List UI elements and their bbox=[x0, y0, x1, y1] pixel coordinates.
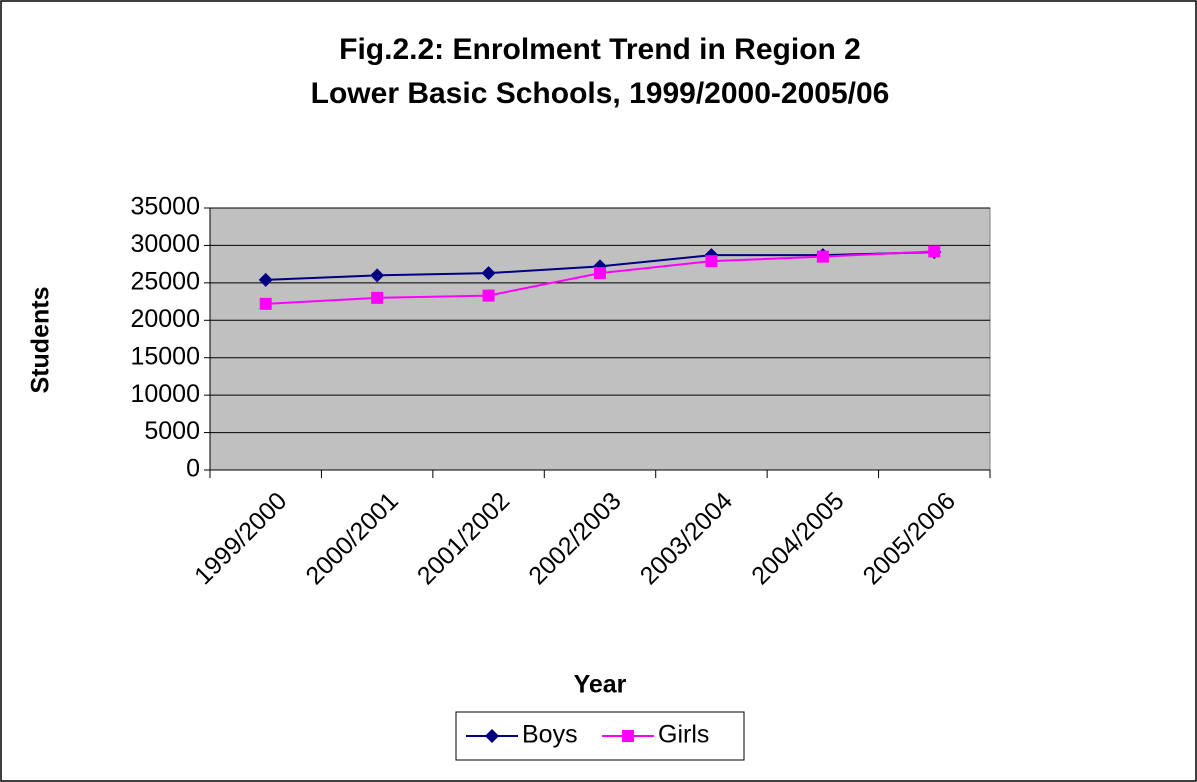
data-point bbox=[816, 250, 829, 263]
y-tick-label: 0 bbox=[186, 455, 200, 483]
y-tick-label: 5000 bbox=[144, 417, 200, 445]
y-tick-label: 20000 bbox=[130, 305, 200, 333]
data-point bbox=[258, 272, 273, 287]
data-point bbox=[594, 267, 606, 280]
data-point bbox=[482, 289, 495, 302]
y-tick-label: 30000 bbox=[130, 230, 200, 258]
y-tick-label: 25000 bbox=[130, 267, 200, 295]
data-point bbox=[481, 266, 496, 281]
data-point bbox=[371, 291, 384, 304]
y-axis-title: Students bbox=[27, 287, 55, 394]
chart-title: Fig.2.2: Enrolment Trend in Region 2 Low… bbox=[310, 33, 890, 110]
y-tick-label: 10000 bbox=[130, 380, 200, 408]
data-point bbox=[259, 297, 272, 310]
legend-label: Girls bbox=[658, 721, 709, 749]
data-point bbox=[928, 245, 941, 258]
legend-label: Boys bbox=[522, 721, 578, 749]
data-point bbox=[370, 268, 385, 283]
legend-marker bbox=[485, 729, 499, 743]
x-axis-title: Year bbox=[574, 671, 627, 699]
y-tick-label: 15000 bbox=[130, 342, 200, 370]
legend-marker bbox=[622, 730, 634, 742]
data-point bbox=[705, 255, 718, 268]
plot-area bbox=[209, 207, 991, 471]
y-tick-label: 35000 bbox=[130, 193, 200, 221]
